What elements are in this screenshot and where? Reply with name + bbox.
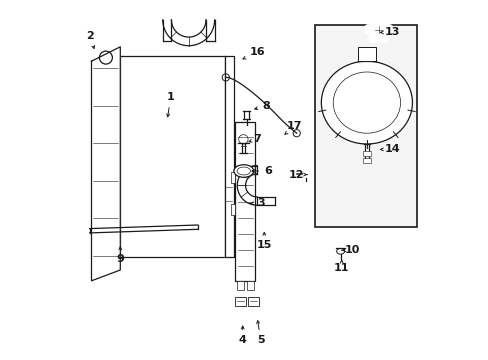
Circle shape [368,32,379,43]
Polygon shape [91,47,120,281]
Text: 7: 7 [248,134,261,144]
Text: 10: 10 [341,245,360,255]
Text: 4: 4 [238,326,246,345]
Text: 13: 13 [380,27,399,37]
Text: 11: 11 [333,260,349,273]
Circle shape [373,24,384,35]
Ellipse shape [321,61,411,144]
Text: 15: 15 [256,233,271,250]
Circle shape [382,24,393,35]
Text: 6: 6 [251,166,271,176]
Text: 12: 12 [288,170,306,180]
Bar [231,172,235,183]
Circle shape [377,32,388,43]
Text: 3: 3 [250,198,264,208]
Bar [357,47,375,61]
Text: 2: 2 [86,31,94,49]
Text: 14: 14 [380,144,399,154]
Circle shape [368,16,379,27]
Bar [362,151,370,156]
Text: 17: 17 [285,121,302,134]
Bar [246,281,253,290]
Text: 16: 16 [243,47,264,59]
Bar [236,281,244,290]
Bar [247,297,258,306]
Text: 9: 9 [116,247,124,264]
Text: 5: 5 [256,321,264,345]
Bar [231,204,235,215]
Bar [362,158,370,163]
Polygon shape [224,56,233,257]
Ellipse shape [233,165,253,177]
Text: 8: 8 [254,101,269,111]
Circle shape [377,16,388,27]
Circle shape [363,24,374,35]
Bar [235,297,246,306]
Ellipse shape [332,72,400,133]
Bar [314,25,416,227]
Ellipse shape [336,248,344,254]
Bar [120,56,224,257]
Text: 1: 1 [166,92,174,117]
Ellipse shape [237,167,250,175]
Bar [235,122,255,281]
Circle shape [301,169,310,178]
